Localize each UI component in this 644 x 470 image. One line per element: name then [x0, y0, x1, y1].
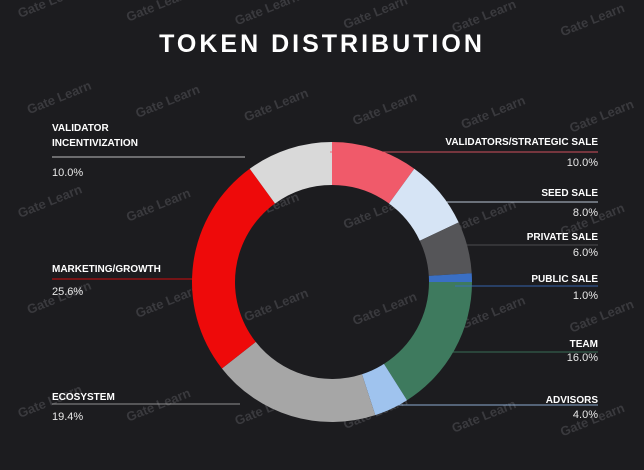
donut-segment [361, 363, 408, 416]
legend-label: VALIDATORS/STRATEGIC SALE [445, 137, 598, 148]
legend-label: SEED SALE [541, 188, 598, 199]
value-label: 1.0% [572, 290, 598, 302]
watermark: Gate Learn [124, 0, 193, 24]
legend-label: PUBLIC SALE [531, 274, 598, 285]
watermark: Gate Learn [567, 296, 636, 335]
legend-label: VALIDATOR INCENTIVIZATION [52, 123, 138, 149]
donut-segment [383, 282, 472, 401]
donut-segment [419, 222, 472, 276]
donut-segment [192, 168, 275, 369]
value-label: 6.0% [572, 247, 598, 259]
legend-label: PRIVATE SALE [526, 232, 598, 243]
watermark: Gate Learn [341, 0, 410, 32]
donut-segment [332, 142, 415, 204]
legend-label: MARKETING/GROWTH [52, 264, 161, 275]
chart-title: TOKEN DISTRIBUTION [159, 30, 485, 58]
watermark: Gate Learn [242, 285, 311, 324]
legend-label: ADVISORS [545, 395, 598, 406]
donut-segment [221, 341, 376, 423]
watermark: Gate Learn [350, 89, 419, 128]
watermark: Gate Learn [242, 85, 311, 124]
donut-segment [249, 142, 332, 204]
watermark: Gate Learn [16, 181, 85, 220]
watermark: Gate Learn [25, 78, 94, 117]
watermark: Gate Learn [133, 81, 202, 120]
watermark: Gate Learn [567, 96, 636, 135]
watermark: Gate Learn [233, 0, 302, 28]
donut-segment [428, 273, 472, 282]
legend-label: TEAM [569, 339, 598, 350]
value-label: 16.0% [566, 352, 598, 364]
legend-label: ECOSYSTEM [52, 392, 115, 403]
value-label: 10.0% [566, 157, 598, 169]
value-label: 19.4% [52, 411, 84, 423]
watermark: Gate Learn [459, 92, 528, 131]
watermark: Gate Learn [350, 289, 419, 328]
value-label: 25.6% [52, 286, 84, 298]
watermark: Gate Learn [16, 0, 85, 21]
value-label: 4.0% [572, 409, 598, 421]
value-label: 10.0% [52, 167, 84, 179]
watermark: Gate Learn [124, 185, 193, 224]
donut-segment [389, 168, 459, 241]
value-label: 8.0% [572, 207, 598, 219]
